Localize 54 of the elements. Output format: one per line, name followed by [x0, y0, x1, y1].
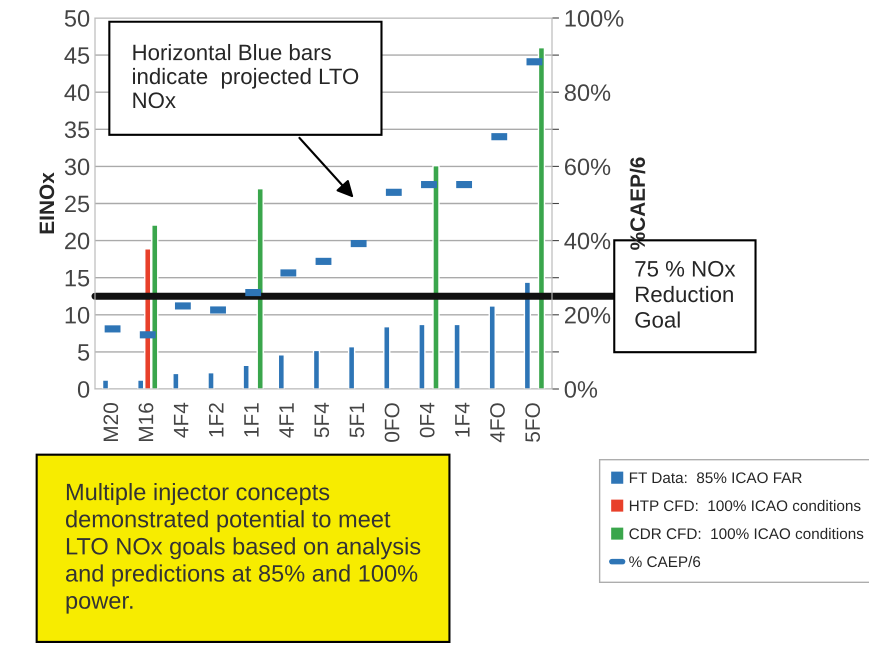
- bar: [172, 372, 180, 389]
- y2-tick-label: 60%: [565, 158, 610, 176]
- bar: [278, 354, 285, 389]
- y-tick-label: 40: [64, 84, 90, 101]
- x-tick-label: 4FO: [490, 403, 505, 442]
- y-tick-label: 50: [64, 10, 90, 27]
- y-tick-label: 10: [66, 306, 90, 324]
- x-tick-label: 5FO: [525, 403, 540, 442]
- x-tick-label: 4F1: [279, 403, 294, 438]
- y-tick-label: 15: [66, 270, 90, 286]
- y2-tick-label: 20%: [564, 306, 610, 324]
- y-axis-title: EINOx: [39, 172, 54, 234]
- y2-tick-label: 80%: [564, 84, 610, 101]
- x-tick-label: 1F4: [455, 402, 470, 436]
- annotation: Horizontal Blue bars indicate projected LTO NOx: [133, 44, 358, 108]
- bar: [524, 281, 532, 389]
- x-tick-label: 0F4: [420, 402, 435, 438]
- y-tick-label: 0: [78, 381, 90, 398]
- legend-label: % CAEP/6: [629, 556, 700, 568]
- y2-tick-label: 0%: [564, 381, 598, 398]
- y-tick-label: 30: [64, 158, 90, 176]
- legend-label: CDR CFD: 100% ICAO conditions: [629, 528, 864, 540]
- x-tick-label: 5F1: [350, 403, 364, 438]
- x-tick-label: 4F4: [174, 402, 188, 438]
- y-tick-label: 20: [65, 232, 90, 250]
- bar: [383, 326, 390, 389]
- bar: [207, 372, 215, 389]
- legend-label: HTP CFD: 100% ICAO conditions: [630, 500, 860, 512]
- bar: [432, 164, 440, 389]
- y2-tick-label: 40%: [564, 232, 610, 250]
- x-tick-label: 5F4: [314, 402, 330, 438]
- y2-axis-title: %CAEP/6: [630, 157, 646, 250]
- x-tick-label: M16: [138, 403, 154, 442]
- legend-label: FT Data: 85% ICAO FAR: [630, 472, 802, 484]
- bar: [348, 346, 356, 389]
- bar: [312, 350, 320, 389]
- bar: [242, 364, 250, 389]
- bar: [102, 379, 110, 389]
- bar: [256, 188, 264, 389]
- bar: [538, 46, 546, 389]
- bar: [488, 305, 496, 389]
- y-tick-label: 45: [64, 47, 90, 64]
- x-tick-label: 1F1: [244, 403, 259, 436]
- x-tick-label: 1F2: [208, 403, 224, 436]
- y-tick-label: 5: [78, 344, 90, 361]
- y-tick-label: 25: [65, 196, 90, 212]
- bar: [418, 324, 426, 389]
- y2-tick-label: 100%: [566, 10, 624, 27]
- bar: [453, 324, 461, 389]
- y-tick-label: 35: [64, 121, 90, 138]
- x-tick-label: M20: [103, 403, 118, 442]
- text: Multiple injector concepts demonstrated potential to meet LTO NOx goals based on analysis and predictions at 85% and 100% power.: [66, 483, 420, 614]
- x-tick-label: 0FO: [384, 403, 400, 442]
- ref-line-label: 75 % NOx Reduction Goal: [635, 260, 736, 328]
